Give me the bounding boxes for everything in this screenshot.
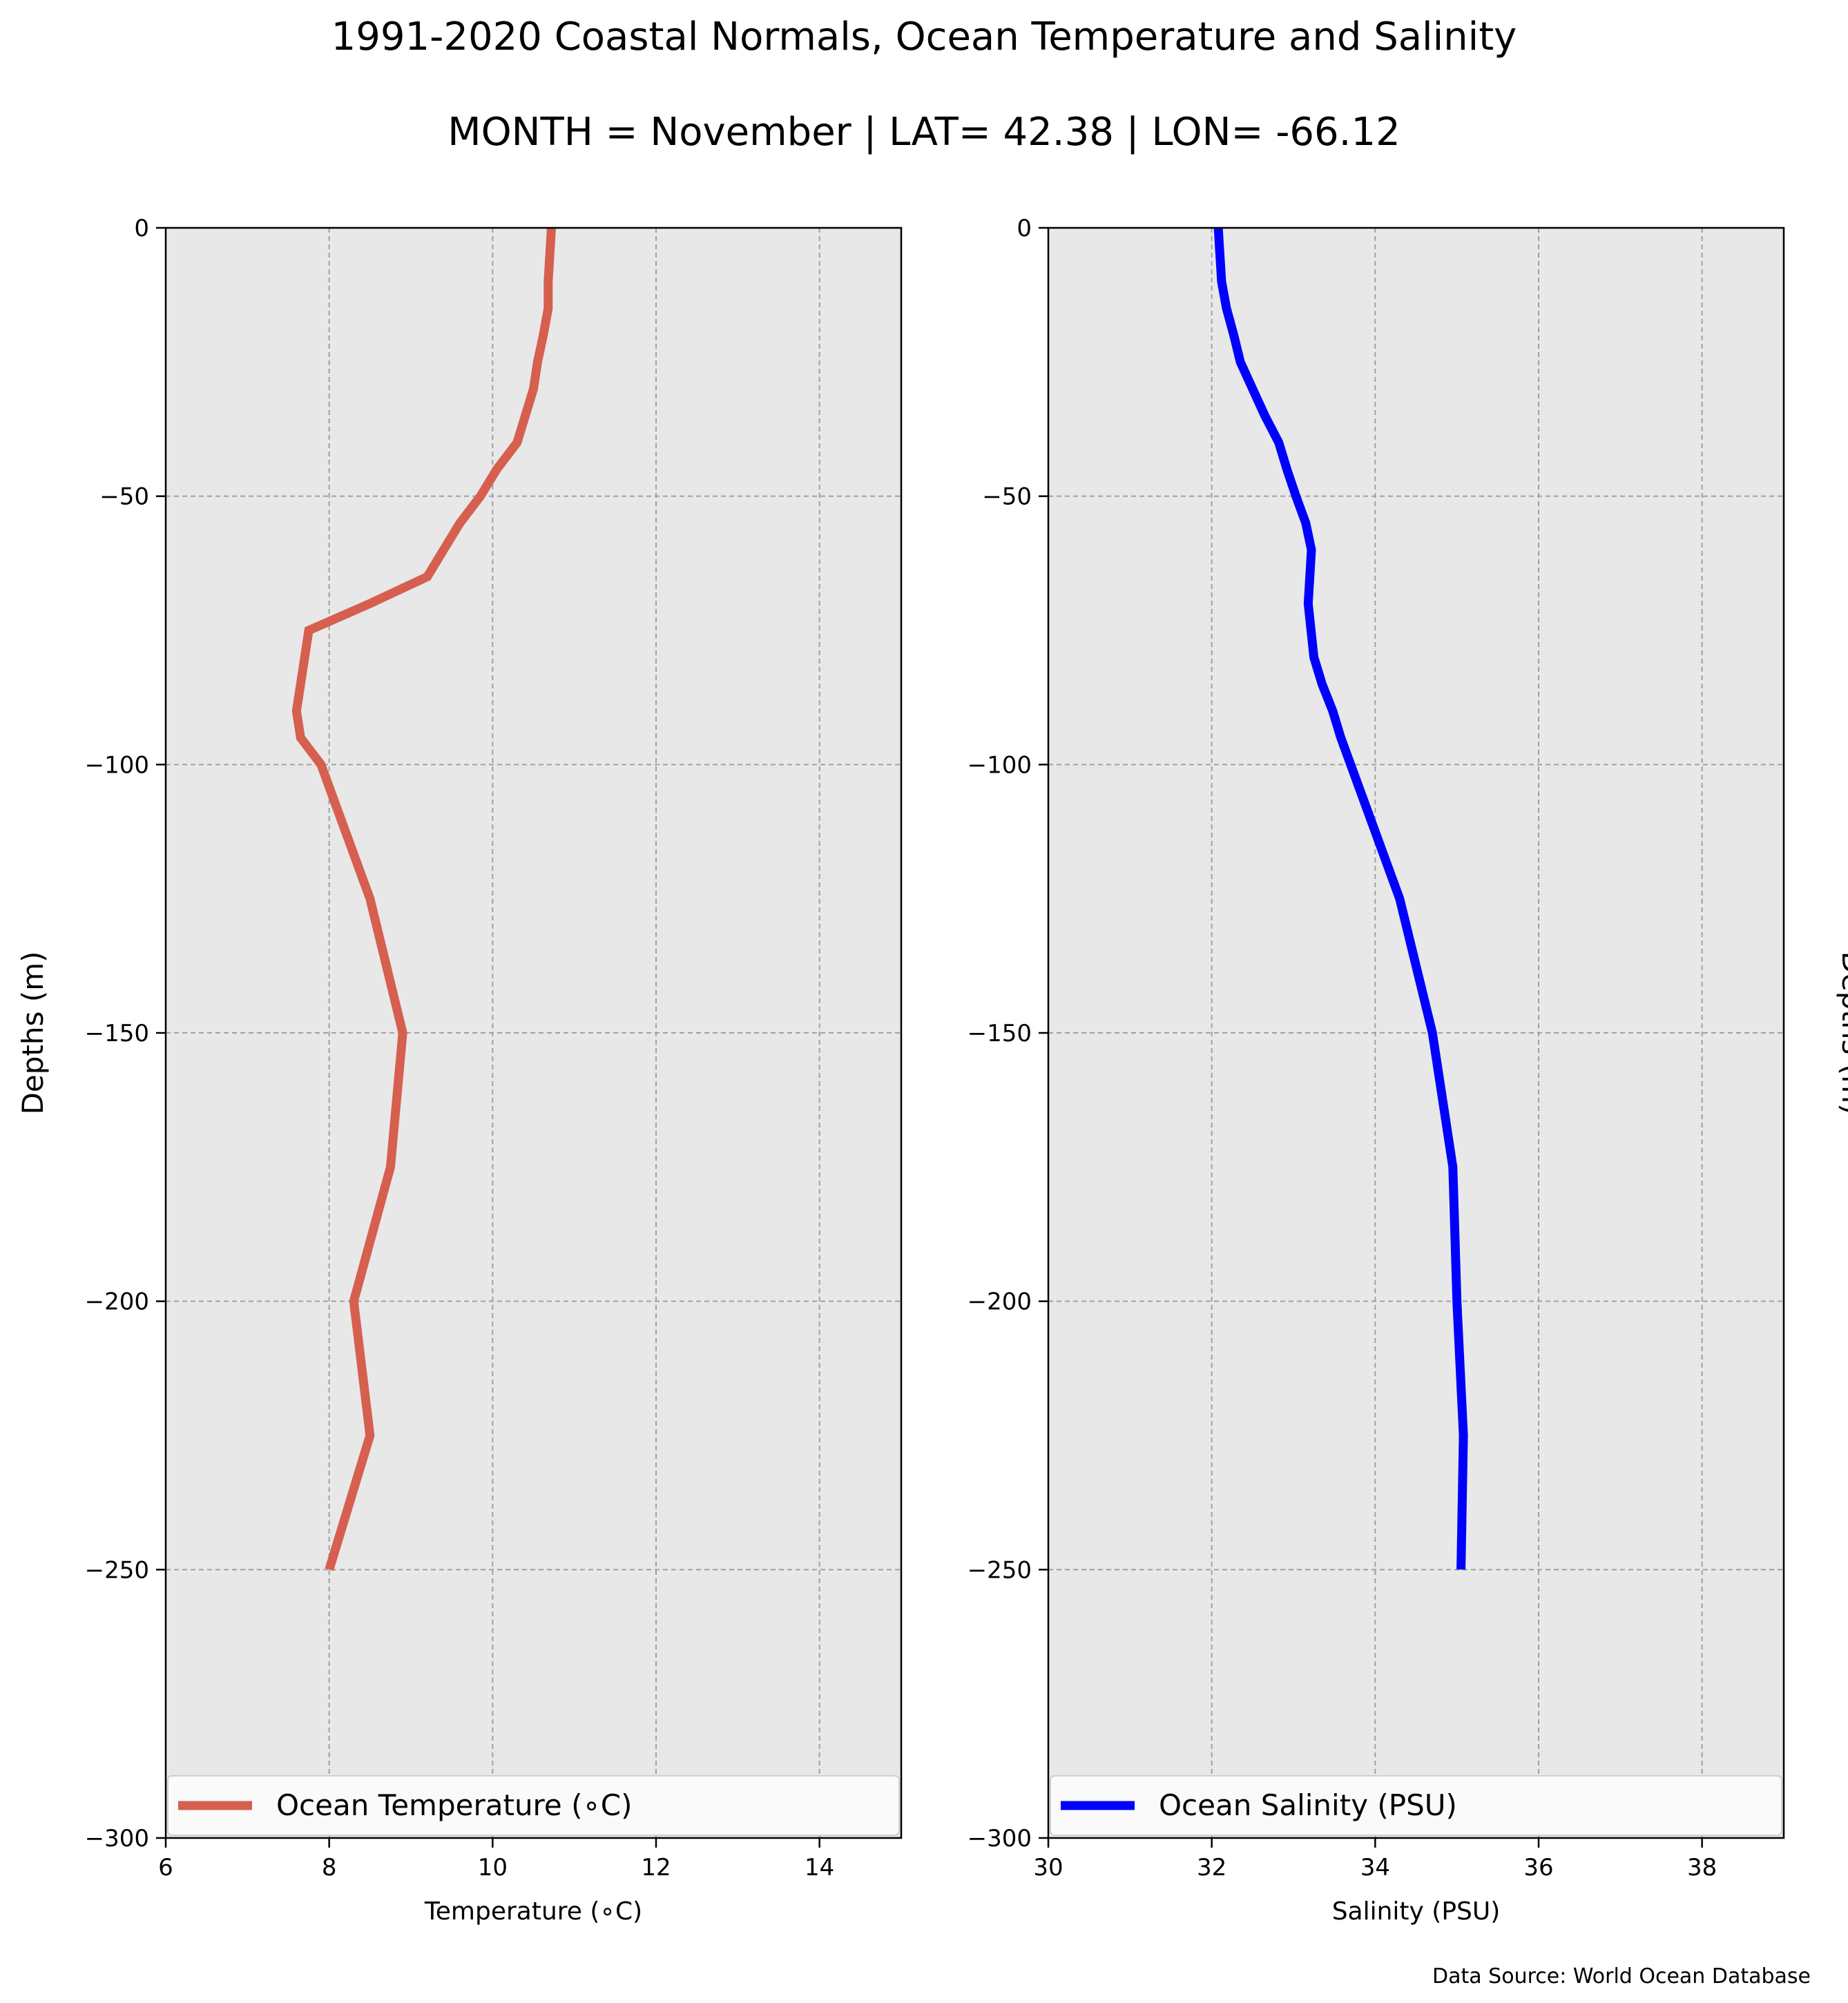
x-tick-label: 12 (641, 1854, 671, 1881)
x-tick-label: 36 (1523, 1854, 1553, 1881)
legend-box (1050, 1775, 1782, 1836)
y-tick-label: −250 (968, 1556, 1032, 1584)
y-tick-label: −100 (85, 751, 149, 779)
legend-entry: Ocean Salinity (PSU) (1159, 1788, 1457, 1822)
x-tick-label: 6 (158, 1854, 173, 1881)
y-tick-label: 0 (134, 215, 149, 242)
x-tick-label: 34 (1360, 1854, 1390, 1881)
y-tick-label: −150 (85, 1020, 149, 1047)
y-tick-label: −200 (85, 1288, 149, 1316)
source-note: Data Source: World Ocean Database (1432, 1964, 1811, 1989)
y-tick-label: −150 (968, 1020, 1032, 1047)
x-tick-label: 30 (1033, 1854, 1063, 1881)
y-tick-label: 0 (1017, 215, 1032, 242)
legend-entry: Ocean Temperature (∘C) (276, 1788, 632, 1822)
y-tick-label: −50 (982, 483, 1032, 511)
chart-panel-1: 6 8 10 12 14 0 −50 −100 −150 −200 −250 −300 Temperat… (16, 215, 903, 1926)
chart-panel-2: 30 32 34 36 38 0 −50 −100 −150 −200 −250 −300 Salini… (968, 215, 1848, 1926)
x-axis-label: Salinity (PSU) (1332, 1897, 1501, 1926)
legend: Ocean Salinity (PSU) (1050, 1775, 1782, 1836)
x-tick-label: 8 (322, 1854, 337, 1881)
x-tick-label: 10 (478, 1854, 508, 1881)
y-tick-label: −300 (968, 1825, 1032, 1852)
y-tick-label: −300 (85, 1825, 149, 1852)
y-tick-label: −50 (99, 483, 149, 511)
x-tick-label: 14 (805, 1854, 834, 1881)
y-tick-label: −100 (968, 751, 1032, 779)
chart-subtitle: MONTH = November | LAT= 42.38 | LON= -66… (447, 110, 1401, 155)
legend-box (167, 1775, 900, 1836)
x-tick-label: 32 (1197, 1854, 1226, 1881)
series-line-1 (291, 227, 556, 1571)
y-axis-label: Depths (m) (1836, 951, 1848, 1115)
legend: Ocean Temperature (∘C) (167, 1775, 900, 1836)
y-axis-label: Depths (m) (16, 951, 50, 1115)
y-tick-label: −250 (85, 1556, 149, 1584)
chart-title: 1991-2020 Coastal Normals, Ocean Tempera… (331, 14, 1517, 59)
y-tick-label: −200 (968, 1288, 1032, 1316)
series-line-1 (1213, 227, 1468, 1570)
x-tick-label: 38 (1687, 1854, 1717, 1881)
x-axis-label: Temperature (∘C) (424, 1897, 642, 1926)
